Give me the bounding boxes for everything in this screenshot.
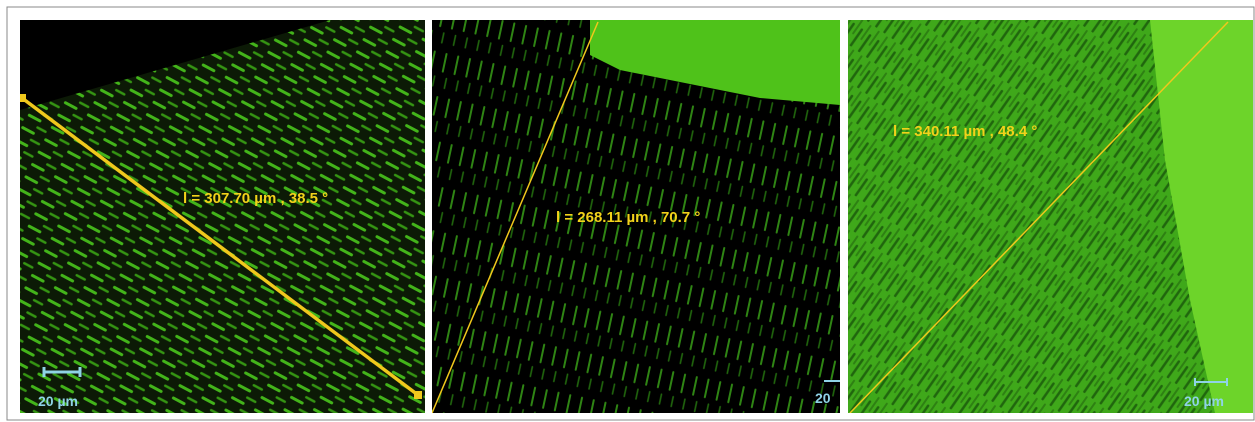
figure: l = 307.70 µm , 38.5 ° 20 µm l = 268.11 … [0,0,1255,422]
measurement: l = 268.11 µm , 70.7 ° [556,209,700,226]
panel: l = 307.70 µm , 38.5 ° 20 µm [18,20,425,413]
endpoint [414,391,422,399]
panel: l = 268.11 µm , 70.7 ° 20 [432,20,840,413]
endpoint [18,94,26,102]
scale-label: 20 µm [1184,393,1224,409]
measurement: l = 340.11 µm , 48.4 ° [893,123,1037,140]
panel: l = 340.11 µm , 48.4 ° 20 µm [848,20,1253,413]
scale-label: 20 µm [38,393,78,409]
measurement: l = 307.70 µm , 38.5 ° [183,190,328,207]
scale-label: 20 [815,390,831,406]
